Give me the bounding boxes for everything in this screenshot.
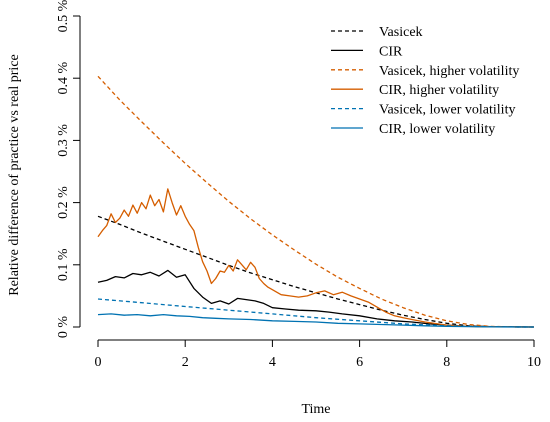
series-layer [97,75,535,328]
legend-label: CIR, higher volatility [379,83,499,98]
legend-label: CIR, lower volatility [379,122,495,137]
series-line-4 [97,188,535,328]
legend-label: Vasicek, higher volatility [379,64,519,79]
series-line-5 [97,298,535,328]
y-tick-label: 0.5 % [56,0,71,32]
y-tick-label: 0 % [56,316,71,339]
legend-label: Vasicek, lower volatility [379,103,515,118]
y-tick-label: 0.2 % [56,186,71,219]
series-line-3 [97,75,535,328]
legend: Vasicek CIR Vasicek, higher volatility CIR,… [331,25,519,137]
x-tick-label: 4 [269,355,276,370]
series-line-6 [97,313,535,328]
x-tick-label: 10 [527,355,541,370]
axes-layer: 0 2 4 6 8 10 0 % 0.1 % 0.2 % 0.3 % 0.4 % 0.5 % [56,0,541,370]
x-axis-title: Time [301,402,330,417]
y-tick-label: 0.4 % [56,62,71,95]
x-tick-label: 8 [443,355,450,370]
x-tick-label: 2 [182,355,189,370]
y-axis-title: Relative difference of practice vs real … [7,54,22,296]
legend-label: CIR [379,44,403,59]
x-tick-label: 6 [356,355,363,370]
y-tick-label: 0.1 % [56,248,71,281]
series-line-2 [97,269,535,328]
y-tick-label: 0.3 % [56,124,71,157]
legend-label: Vasicek [379,25,423,40]
x-tick-label: 0 [95,355,102,370]
